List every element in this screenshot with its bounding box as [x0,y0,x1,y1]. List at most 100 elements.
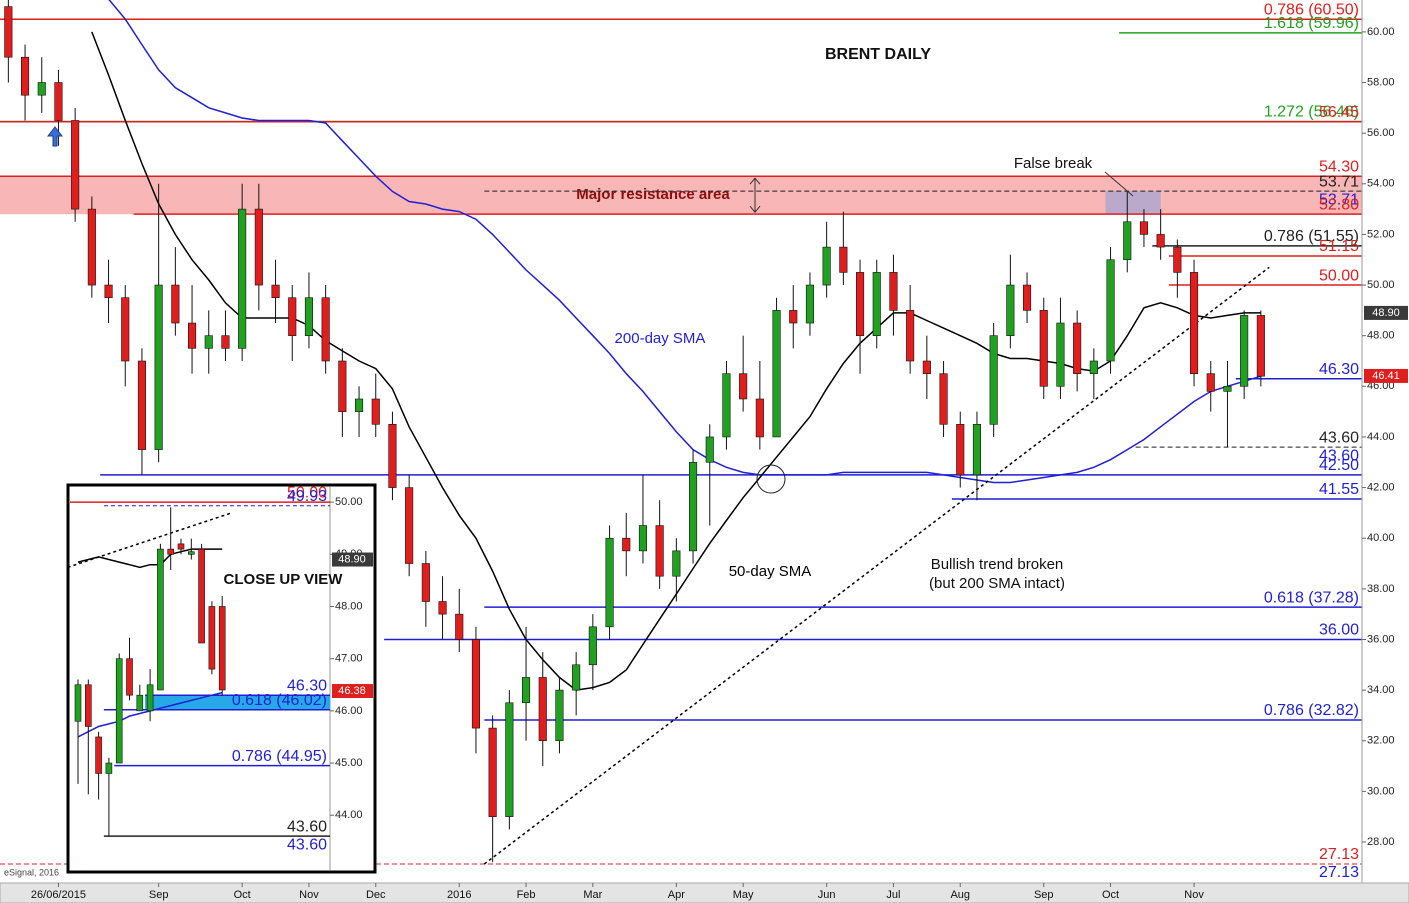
y-tick-label: 46.00 [1367,380,1395,392]
x-tick-label: Nov [299,889,319,901]
candle-body [288,297,297,336]
sma-label: 50-day SMA [729,563,812,580]
y-tick-label: 32.00 [1367,735,1395,747]
candle-body [338,360,347,412]
x-tick-label: May [733,889,754,901]
candle-body [1139,221,1148,235]
inset: CLOSE UP VIEW 44.00 45.00 46.00 47.00 48.00 49… [66,483,377,874]
candle-body [455,613,464,640]
x-tick-label: Sep [1034,889,1054,901]
candle-body [121,297,130,362]
candle-body [572,664,581,691]
candle-body [989,335,998,425]
candle-body [167,548,174,555]
candle-body [177,543,185,550]
inset-sma-line [77,548,223,569]
candle-body [855,272,865,336]
candle-body [218,606,226,691]
x-tick-label: Nov [1184,889,1204,901]
candle-body [705,436,714,463]
annotation-pointer [1104,171,1134,197]
inset-price-tag-label: 46.38 [338,685,366,697]
inset-trendline [67,511,233,569]
level-label: 50.00 [1319,267,1359,284]
y-tick-label: 42.00 [1367,481,1395,493]
candle-body [115,658,123,764]
y-tick-label: 28.00 [1367,836,1395,848]
annotation: False break [1014,155,1093,172]
candle-body [204,335,213,349]
level-label: 1.272 (56.46) [1264,104,1359,121]
candle-body [839,246,848,273]
x-tick-label: Aug [950,889,970,901]
candle-body [655,525,664,577]
candle-body [1106,259,1115,362]
annotation: (but 200 SMA intact) [929,575,1065,592]
inset-price-tag [332,684,373,699]
level-label: 52.80 [1319,196,1359,213]
x-tick-label: Apr [668,889,685,901]
candle-body [405,487,414,564]
y-tick-label: 34.00 [1367,684,1395,696]
inset-y-tick-label: 46.00 [335,705,363,717]
inset-y-tick-label: 48.00 [335,600,363,612]
candle-body [1156,234,1165,248]
inset-band [145,695,330,710]
x-tick-label: 26/06/2015 [31,889,86,901]
level-label: 0.786 (51.55) [1264,228,1359,245]
candle-body [371,398,380,425]
inset-level-label: 0.786 (44.95) [232,748,327,765]
candle-body [208,606,216,670]
inset-level-label: 46.30 [287,677,327,694]
sma-line [108,0,1262,484]
candle-body [956,423,965,476]
y-tick-label: 40.00 [1367,532,1395,544]
candle-body [20,56,30,96]
inset-price-tag [332,552,373,567]
band-arrow [749,177,761,213]
chart-title: BRENT DAILY [825,46,931,63]
inset-level-label: 43.60 [287,818,327,835]
y-tick-label: 60.00 [1367,26,1395,38]
up-arrow [46,126,64,147]
candle-body [95,736,102,774]
price-tag-label: 46.41 [1372,370,1400,382]
candle-body [146,684,154,712]
candle-body [471,639,481,729]
candle-body [137,360,146,450]
level-label: 54.30 [1319,158,1359,175]
candle-body [154,284,163,450]
y-axis-area [1362,0,1409,883]
candle-body [1173,246,1182,273]
main-plot: Major resistance area 0.786 (60.50)1.618 … [0,0,1362,881]
candle-body [789,310,798,324]
candle-body [74,684,82,722]
candle-body [37,82,46,96]
y-tick-label: 36.00 [1367,633,1395,645]
candle-body [221,335,230,349]
x-axis-area [0,882,1409,903]
level-label: 0.618 (37.28) [1264,589,1359,606]
candle-body [555,689,564,742]
level-label: 43.60 [1319,447,1359,464]
x-tick-label: Oct [1102,889,1119,901]
candle-body [54,82,63,121]
level-label: 36.00 [1319,622,1359,639]
candle-body [171,284,180,324]
y-tick-label: 30.00 [1367,785,1395,797]
y-tick-label: 52.00 [1367,228,1395,240]
inset-level-label: 43.60 [287,836,327,853]
candle-body [1123,221,1132,261]
y-tick-label: 38.00 [1367,583,1395,595]
inset-y-tick-label: 45.00 [335,757,363,769]
candle-body [126,658,133,696]
candle-body [772,310,781,438]
candle-body [505,702,514,817]
candle-body [755,398,764,438]
candle-body [238,208,247,349]
y-tick-label: 54.00 [1367,178,1395,190]
candle-body [1022,284,1032,311]
candle-body [354,398,364,412]
level-label: 46.30 [1319,361,1359,378]
